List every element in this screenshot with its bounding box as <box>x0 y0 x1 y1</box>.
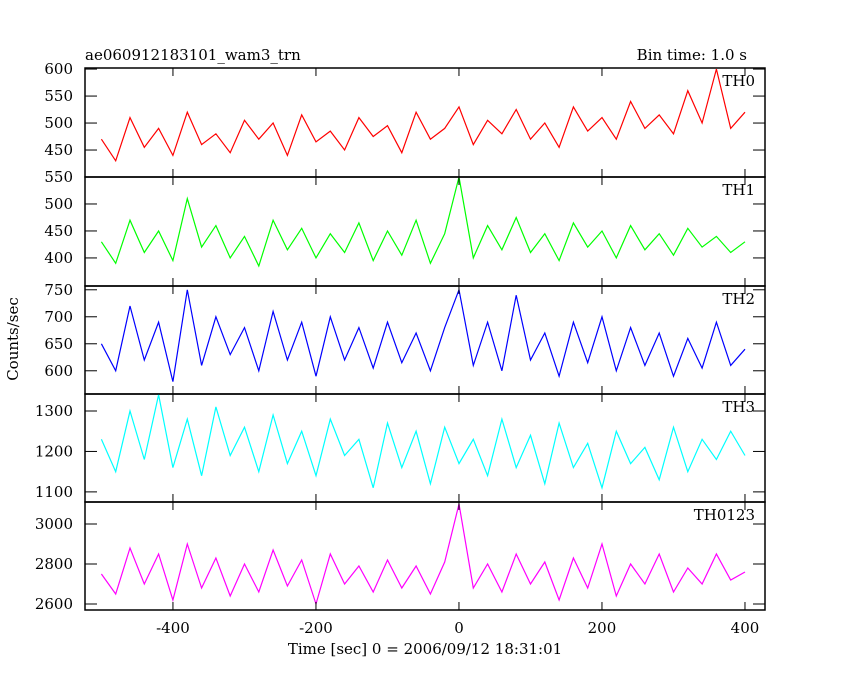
panel-label: TH0123 <box>694 506 755 524</box>
y-tick-label: 600 <box>44 362 73 380</box>
data-line <box>100 287 746 382</box>
panel-label: TH0 <box>722 72 755 90</box>
panel-frame <box>84 285 766 395</box>
y-tick-label: 700 <box>44 308 73 326</box>
data-line <box>100 68 746 163</box>
x-tick-label: 200 <box>588 619 617 637</box>
panel-frame <box>84 176 766 287</box>
y-tick-label: 3000 <box>35 515 73 533</box>
data-line <box>100 176 746 268</box>
y-tick-label: 400 <box>44 249 73 267</box>
x-tick-label: 0 <box>454 619 464 637</box>
panel-frame <box>84 67 766 178</box>
data-line <box>100 503 746 607</box>
x-tick-label: -400 <box>156 619 190 637</box>
data-line <box>100 394 746 490</box>
y-tick-label: 1100 <box>35 483 73 501</box>
chart-title: ae060912183101_wam3_trn <box>85 46 301 64</box>
y-tick-label: 1300 <box>35 402 73 420</box>
x-axis-label: Time [sec] 0 = 2006/09/12 18:31:01 <box>288 640 562 658</box>
y-tick-label: 550 <box>44 168 73 186</box>
y-tick-label: 2800 <box>35 555 73 573</box>
y-tick-label: 1200 <box>35 442 73 460</box>
y-tick-label: 750 <box>44 281 73 299</box>
y-tick-label: 500 <box>44 195 73 213</box>
panel-label: TH1 <box>722 181 755 199</box>
y-tick-label: 550 <box>44 87 73 105</box>
y-tick-label: 450 <box>44 222 73 240</box>
y-tick-label: 450 <box>44 141 73 159</box>
chart-subtitle: Bin time: 1.0 s <box>637 46 747 64</box>
y-tick-label: 650 <box>44 335 73 353</box>
x-tick-label: -200 <box>299 619 333 637</box>
y-tick-label: 2600 <box>35 595 73 613</box>
panel-frame <box>84 501 766 611</box>
y-tick-label: 600 <box>44 60 73 78</box>
y-axis-label: Counts/sec <box>4 297 22 381</box>
panel-label: TH2 <box>722 290 755 308</box>
panel-label: TH3 <box>722 398 755 416</box>
panel-frame <box>84 393 766 503</box>
x-tick-label: 400 <box>731 619 760 637</box>
y-tick-label: 500 <box>44 114 73 132</box>
